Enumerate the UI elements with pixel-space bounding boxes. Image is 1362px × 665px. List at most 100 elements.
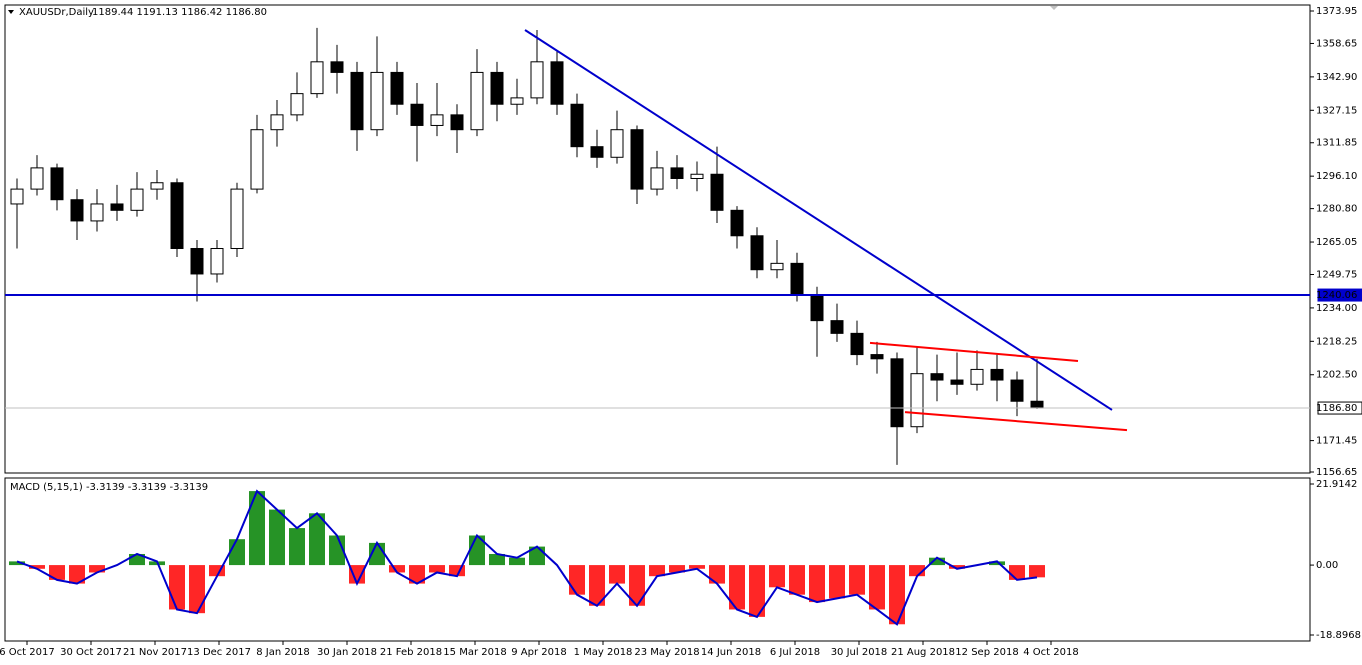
y-tick-label: 1358.65 [1316,38,1357,49]
candle-body [230,188,244,250]
candle-body [970,368,984,385]
candle-body [110,203,124,211]
candle-body [390,71,404,105]
y-tick-label: 1311.85 [1316,138,1357,149]
macd-bar [829,565,845,599]
candle-body [670,167,684,179]
x-tick-label: 15 Mar 2018 [443,647,506,658]
macd-bar [689,565,705,569]
x-tick-label: 4 Oct 2018 [1023,647,1078,658]
candle-body [470,71,484,131]
y-tick-label: 21.9142 [1316,479,1357,490]
candle-body [510,97,524,105]
macd-bar [289,528,305,566]
macd-bar [609,565,625,584]
candle-body [730,209,744,237]
x-tick-label: 1 May 2018 [574,647,633,658]
macd-bar [849,565,865,595]
candle-body [10,188,24,205]
candle-body [190,248,204,275]
y-tick-label: -18.8968 [1316,630,1361,641]
x-tick-label: 13 Dec 2017 [187,647,251,658]
macd-bar [729,565,745,610]
candle-body [630,129,644,190]
candle-body [430,114,444,126]
macd-bar [589,565,605,606]
x-tick-label: 30 Jan 2018 [317,647,377,658]
candle-body [70,199,84,222]
candle-body [830,320,844,334]
macd-bar [989,561,1005,566]
y-tick-label: 1342.90 [1316,72,1357,83]
candle-body [290,93,304,116]
macd-bar [229,539,245,566]
symbol-title: XAUUSDr,Daily [19,7,94,18]
candle-body [710,173,724,211]
y-tick-label: 1280.80 [1316,204,1357,215]
macd-bar [569,565,585,595]
price-panel [4,4,1311,474]
candle-body [770,262,784,271]
candle-body [30,167,44,190]
macd-bar [649,565,665,577]
macd-bar [29,565,45,569]
candle-body [910,373,924,428]
macd-bar [949,565,965,569]
candle-body [270,114,284,131]
x-tick-label: 21 Feb 2018 [380,647,442,658]
candle-body [170,182,184,250]
candle-body [210,248,224,275]
y-tick-label: 1156.65 [1316,467,1357,478]
macd-bar [89,565,105,573]
candle-body [610,129,624,158]
menu-arrow[interactable] [8,10,14,14]
x-tick-label: 30 Oct 2017 [60,647,122,658]
y-tick-label: 1249.75 [1316,269,1357,280]
x-tick-label: 14 Jun 2018 [701,647,761,658]
macd-panel [4,477,1311,642]
candle-body [490,71,504,105]
macd-bar [489,553,505,566]
shift-marker [1050,6,1058,10]
candle-body [50,167,64,201]
candle-body [1030,400,1044,409]
candle-body [650,167,664,190]
candle-body [530,61,544,99]
candle-body [850,332,864,356]
trend-line [869,341,1079,362]
x-tick-label: 9 Apr 2018 [511,647,566,658]
macd-bar [269,509,285,566]
macd-bar [449,565,465,577]
trend-line [904,411,1128,432]
price-label: 1186.80 [1316,403,1357,414]
macd-bar [349,565,365,584]
candle-body [690,173,704,179]
y-tick-label: 1171.45 [1316,436,1357,447]
y-tick-label: 1265.05 [1316,237,1357,248]
macd-bar [309,513,325,566]
candle-body [370,71,384,131]
candle-body [990,368,1004,381]
candle-body [1010,379,1024,402]
macd-bar [509,557,525,566]
macd-bar [889,565,905,625]
macd-bar [209,565,225,577]
macd-bar [629,565,645,606]
x-tick-label: 8 Jan 2018 [256,647,310,658]
x-tick-label: 30 Jul 2018 [831,647,888,658]
macd-bar [69,565,85,584]
macd-bar [1009,565,1025,580]
candle-body [150,182,164,190]
x-tick-label: 12 Sep 2018 [955,647,1018,658]
candle-body [450,114,464,131]
y-tick-label: 1373.95 [1316,6,1357,17]
candle-body [870,354,884,360]
candle-body [890,358,904,428]
price-label-box [1317,288,1362,302]
macd-bar [769,565,785,588]
candle-body [410,103,424,126]
y-tick-label: 1202.50 [1316,370,1357,381]
candle-body [590,146,604,158]
y-tick-label: 1296.10 [1316,171,1357,182]
